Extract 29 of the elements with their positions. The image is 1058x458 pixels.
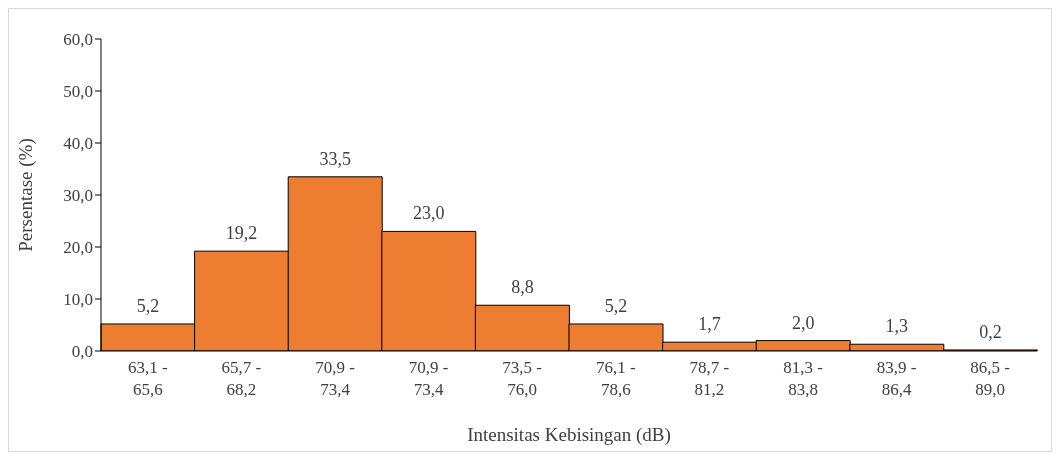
y-tick-label: 0,0 bbox=[71, 342, 93, 362]
data-label: 0,2 bbox=[979, 321, 1002, 342]
data-label: 1,3 bbox=[885, 316, 909, 337]
x-tick-label: 78,7 - 81,2 bbox=[689, 358, 730, 399]
x-tick-label: 70,9 - 73,4 bbox=[315, 358, 356, 399]
y-tick-label: 40,0 bbox=[63, 134, 93, 154]
x-tick-label: 70,9 - 73,4 bbox=[408, 358, 449, 399]
y-tick-label: 60,0 bbox=[63, 30, 93, 50]
x-tick-label: 86,5 - 89,0 bbox=[970, 358, 1011, 399]
data-label: 23,0 bbox=[413, 203, 445, 224]
x-axis-title: Intensitas Kebisingan (dB) bbox=[467, 424, 671, 446]
data-label: 5,2 bbox=[604, 295, 628, 316]
y-axis-title: Persentase (%) bbox=[14, 138, 37, 252]
y-tick-label: 10,0 bbox=[63, 290, 93, 310]
data-label: 33,5 bbox=[319, 148, 351, 169]
data-label: 1,7 bbox=[698, 314, 721, 335]
x-tick-label: 76,1 - 78,6 bbox=[595, 358, 636, 399]
data-label: 5,2 bbox=[136, 295, 160, 316]
data-label: 8,8 bbox=[511, 277, 534, 298]
x-tick-label: 63,1 - 65,6 bbox=[127, 358, 168, 399]
data-label: 19,2 bbox=[225, 223, 258, 244]
x-tick-label: 83,9 - 86,4 bbox=[876, 358, 917, 399]
y-tick-label: 20,0 bbox=[63, 238, 93, 258]
x-tick-label: 81,3 - 83,8 bbox=[783, 358, 824, 399]
y-tick-label: 50,0 bbox=[63, 82, 93, 102]
y-tick-label: 30,0 bbox=[63, 186, 93, 206]
x-tick-label: 65,7 - 68,2 bbox=[221, 358, 262, 399]
data-label: 2,0 bbox=[791, 312, 815, 333]
x-tick-label: 73,5 - 76,0 bbox=[502, 358, 543, 399]
